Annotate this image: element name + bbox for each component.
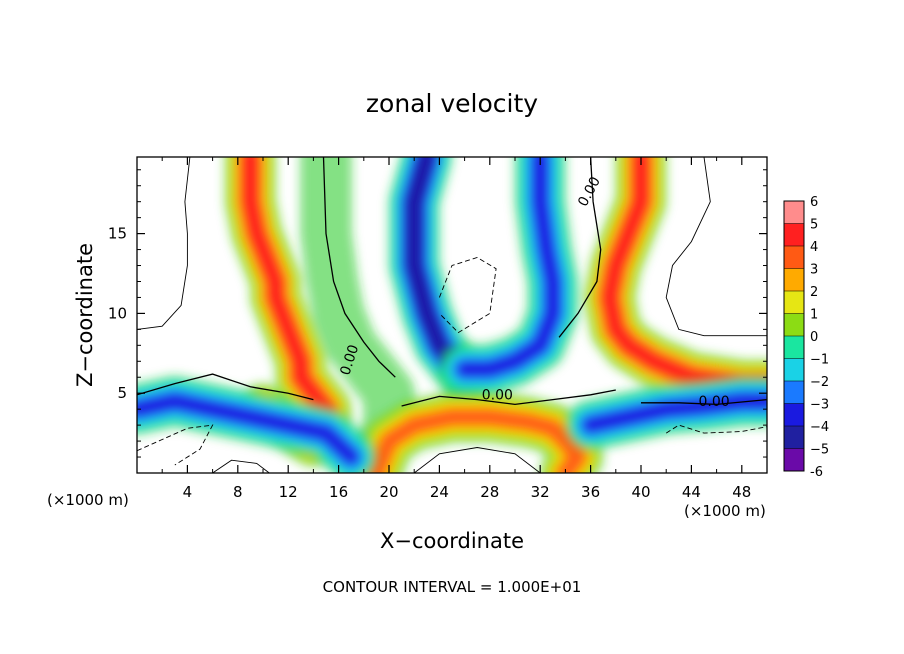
y-tick-label: 5 xyxy=(117,384,127,402)
colorbar-segment xyxy=(784,358,804,381)
colorbar-segment xyxy=(784,381,804,404)
x-tick-label: 12 xyxy=(279,483,298,501)
x-tick-label: 24 xyxy=(430,483,449,501)
zero-contour-line xyxy=(558,157,602,338)
colorbar-label: 2 xyxy=(810,285,818,300)
colorbar-segment xyxy=(784,246,804,269)
x-tick-label: 20 xyxy=(379,483,398,501)
positive-isoline xyxy=(665,157,767,337)
colorbar-segment xyxy=(784,403,804,426)
colorbar-label: −5 xyxy=(810,443,829,458)
positive-isoline xyxy=(212,459,270,473)
colorbar-label: -6 xyxy=(810,465,823,480)
zero-contour-line xyxy=(641,398,767,406)
heat-band-right-blue-column-level-4 xyxy=(456,157,561,378)
x-tick-label: 16 xyxy=(329,483,348,501)
contour-interval-note: CONTOUR INTERVAL = 1.000E+01 xyxy=(323,578,582,596)
colorbar-segment xyxy=(784,426,804,449)
colorbar-segment xyxy=(784,313,804,336)
zero-contour-line xyxy=(137,373,314,401)
negative-isoline xyxy=(665,424,767,434)
contour-label: 0.00 xyxy=(575,174,604,209)
x-scale-note-left: (×1000 m) xyxy=(47,491,129,509)
colorbar-label: 6 xyxy=(810,195,818,210)
colorbar: -6 −5 −4 −3 −2 −1 0 1 2 3 4 5 6 xyxy=(783,195,829,480)
y-axis-ticks: 5 10 15 xyxy=(108,169,767,458)
negative-isoline xyxy=(137,424,214,466)
colorbar-label: 5 xyxy=(810,218,818,233)
colorbar-segment xyxy=(784,201,804,224)
colorbar-label: −2 xyxy=(810,375,829,390)
colorbar-label: −3 xyxy=(810,398,829,413)
colorbar-label: 3 xyxy=(810,263,818,278)
contour-lines xyxy=(137,157,767,473)
x-scale-note-right: (×1000 m) xyxy=(684,502,766,520)
colorbar-segment xyxy=(784,268,804,291)
heat-band-left-purple-edge-level-5 xyxy=(406,157,473,386)
positive-isoline xyxy=(413,447,541,473)
colorbar-segment xyxy=(784,336,804,359)
y-tick-label: 10 xyxy=(108,304,127,322)
x-tick-label: 44 xyxy=(682,483,701,501)
x-tick-label: 8 xyxy=(233,483,243,501)
colorbar-label: 4 xyxy=(810,240,818,255)
heat-band-lower-red-arc-level-4 xyxy=(368,409,586,473)
positive-isoline xyxy=(137,157,191,330)
colorbar-label: −4 xyxy=(810,420,829,435)
contour-label: 0.00 xyxy=(482,388,513,404)
x-tick-label: 40 xyxy=(631,483,650,501)
x-axis-ticks: 4 8 12 16 20 24 28 32 36 40 44 48 xyxy=(161,157,751,501)
colorbar-segment xyxy=(784,291,804,314)
colorbar-label: 1 xyxy=(810,308,818,323)
colorbar-label: 0 xyxy=(810,330,818,345)
colorbar-segment xyxy=(784,223,804,246)
zero-contour-line xyxy=(401,389,616,407)
heatmap-field xyxy=(137,157,767,473)
heat-band-lower-blue-band-level-4 xyxy=(137,393,360,465)
x-tick-label: 32 xyxy=(531,483,550,501)
x-tick-label: 28 xyxy=(480,483,499,501)
contour-label: 0.00 xyxy=(698,394,729,410)
zero-contour-line xyxy=(322,157,396,378)
colorbar-label: −1 xyxy=(810,353,829,368)
x-tick-label: 48 xyxy=(732,483,751,501)
x-tick-label: 36 xyxy=(581,483,600,501)
plot-frame xyxy=(136,156,768,474)
y-axis-label: Z−coordinate xyxy=(73,243,97,387)
y-tick-label: 15 xyxy=(108,225,127,243)
chart-title: zonal velocity xyxy=(366,89,538,118)
x-axis-label: X−coordinate xyxy=(380,529,524,553)
colorbar-segment xyxy=(784,448,804,471)
negative-isoline xyxy=(438,257,497,334)
x-tick-label: 4 xyxy=(183,483,193,501)
